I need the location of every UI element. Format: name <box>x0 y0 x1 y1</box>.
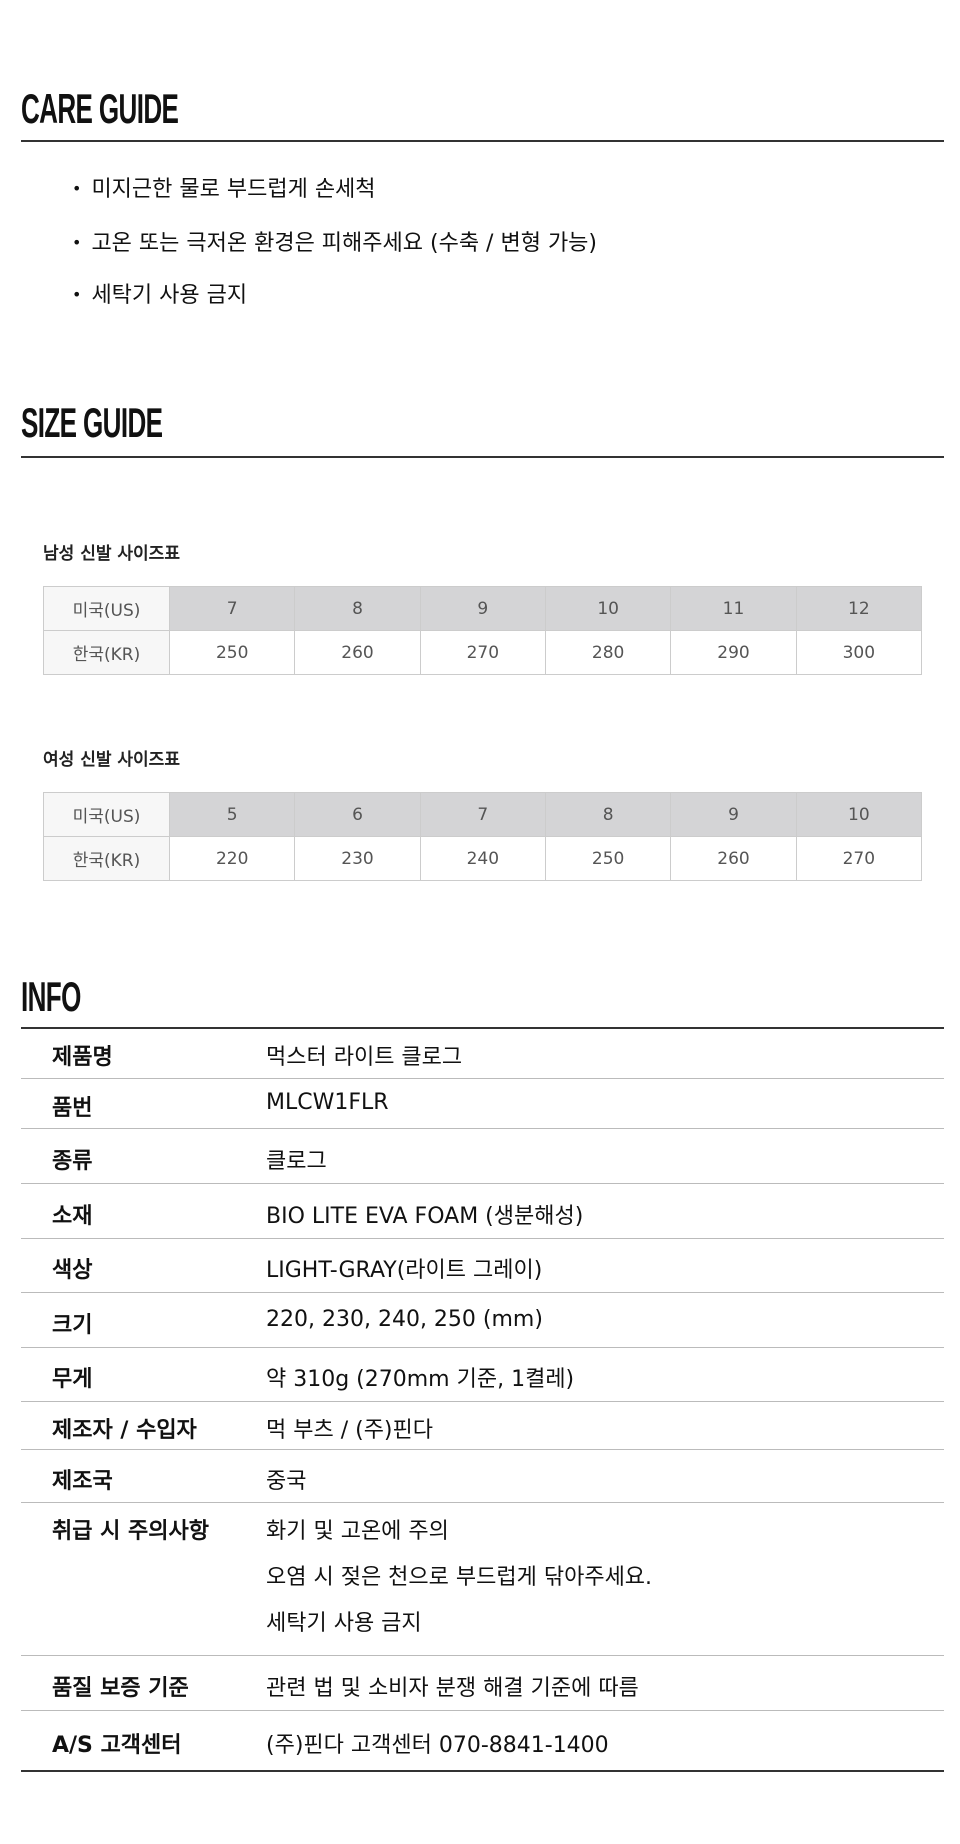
info-value-line: 220, 230, 240, 250 (mm) <box>266 1307 543 1332</box>
size-cell: 240 <box>419 836 546 881</box>
size-cell: 9 <box>670 792 797 837</box>
size-cell: 250 <box>544 836 672 881</box>
women-size-table: 미국(US) 5 6 7 8 9 10 한국(KR) 220 230 240 250 260 270 <box>43 792 923 881</box>
info-row: 종류 클로그 <box>21 1129 944 1184</box>
men-size-table: 미국(US) 7 8 9 10 11 12 한국(KR) 250 260 270 280 290 300 <box>43 586 923 675</box>
size-row-us: 미국(US) 5 6 7 8 9 10 <box>43 792 923 837</box>
info-value-line: 중국 <box>266 1469 307 1494</box>
info-row: A/S 고객센터 (주)핀다 고객센터 070-8841-1400 <box>21 1711 944 1770</box>
size-cell: 300 <box>795 630 923 675</box>
row-label: 한국(KR) <box>43 836 170 881</box>
info-value: LIGHT-GRAY(라이트 그레이) <box>266 1252 542 1298</box>
info-value-line: 오염 시 젖은 천으로 부드럽게 닦아주세요. <box>266 1565 653 1590</box>
info-value-line: 먹 부츠 / (주)핀다 <box>266 1418 433 1443</box>
info-row: 품번 MLCW1FLR <box>21 1079 944 1129</box>
info-label: 제조자 / 수입자 <box>52 1418 197 1443</box>
info-value-line: 약 310g (270mm 기준, 1켤레) <box>266 1367 575 1392</box>
size-cell: 290 <box>670 630 797 675</box>
size-cell: 6 <box>294 792 421 837</box>
info-title: INFO <box>21 973 81 1020</box>
info-value: 관련 법 및 소비자 분쟁 해결 기준에 따름 <box>266 1670 639 1716</box>
size-cell: 10 <box>544 586 672 631</box>
size-guide-title: SIZE GUIDE <box>21 399 163 446</box>
info-label: 무게 <box>52 1367 93 1392</box>
divider <box>21 1027 944 1029</box>
info-label: 품번 <box>52 1096 93 1121</box>
info-label: 취급 시 주의사항 <box>52 1519 209 1544</box>
care-item: 미지근한 물로 부드럽게 손세척 <box>72 174 375 205</box>
info-value-line: 관련 법 및 소비자 분쟁 해결 기준에 따름 <box>266 1676 639 1701</box>
size-cell: 7 <box>419 792 546 837</box>
info-label: 색상 <box>52 1258 93 1283</box>
info-value-line: 클로그 <box>266 1149 327 1174</box>
divider <box>21 140 944 142</box>
info-row: 무게 약 310g (270mm 기준, 1켤레) <box>21 1348 944 1402</box>
info-label: 소재 <box>52 1204 93 1229</box>
row-label: 한국(KR) <box>43 630 170 675</box>
size-cell: 11 <box>670 586 797 631</box>
info-label: A/S 고객센터 <box>52 1733 182 1758</box>
info-value: 먹스터 라이트 클로그 <box>266 1039 462 1085</box>
size-cell: 10 <box>795 792 923 837</box>
info-value-line: BIO LITE EVA FOAM (생분해성) <box>266 1204 584 1229</box>
info-value-line: 세탁기 사용 금지 <box>266 1611 422 1636</box>
info-value: 220, 230, 240, 250 (mm) <box>266 1307 543 1353</box>
info-row: 크기 220, 230, 240, 250 (mm) <box>21 1293 944 1348</box>
info-row: 제조국 중국 <box>21 1450 944 1503</box>
divider <box>21 456 944 458</box>
size-cell: 270 <box>419 630 546 675</box>
size-cell: 270 <box>795 836 923 881</box>
row-label: 미국(US) <box>43 586 170 631</box>
care-guide-title: CARE GUIDE <box>21 85 179 132</box>
info-value: 클로그 <box>266 1143 327 1189</box>
info-value: BIO LITE EVA FOAM (생분해성) <box>266 1198 583 1244</box>
size-cell: 7 <box>168 586 296 631</box>
info-row: 제조자 / 수입자 먹 부츠 / (주)핀다 <box>21 1402 944 1450</box>
info-value-line: 먹스터 라이트 클로그 <box>266 1045 463 1070</box>
size-row-kr: 한국(KR) 220 230 240 250 260 270 <box>43 836 923 881</box>
size-row-us: 미국(US) 7 8 9 10 11 12 <box>43 586 923 631</box>
size-cell: 230 <box>294 836 421 881</box>
info-label: 종류 <box>52 1149 93 1174</box>
care-item: 고온 또는 극저온 환경은 피해주세요 (수축 / 변형 가능) <box>72 228 597 259</box>
info-value-line: (주)핀다 고객센터 070-8841-1400 <box>266 1733 609 1758</box>
info-row: 소재 BIO LITE EVA FOAM (생분해성) <box>21 1184 944 1239</box>
size-cell: 250 <box>168 630 296 675</box>
size-row-kr: 한국(KR) 250 260 270 280 290 300 <box>43 630 923 675</box>
care-item: 세탁기 사용 금지 <box>72 280 247 311</box>
size-cell: 280 <box>544 630 672 675</box>
women-size-title: 여성 신발 사이즈표 <box>43 750 180 770</box>
size-cell: 8 <box>544 792 672 837</box>
info-value: 먹 부츠 / (주)핀다 <box>266 1412 433 1458</box>
info-value: 약 310g (270mm 기준, 1켤레) <box>266 1361 574 1407</box>
info-value-line: MLCW1FLR <box>266 1090 389 1115</box>
size-cell: 8 <box>294 586 421 631</box>
info-row: 제품명 먹스터 라이트 클로그 <box>21 1027 944 1079</box>
size-cell: 9 <box>419 586 546 631</box>
size-cell: 260 <box>670 836 797 881</box>
info-value: MLCW1FLR <box>266 1090 389 1136</box>
size-cell: 5 <box>168 792 296 837</box>
info-value: 중국 <box>266 1463 306 1509</box>
info-label: 제조국 <box>52 1469 113 1494</box>
size-cell: 12 <box>795 586 923 631</box>
info-label: 품질 보증 기준 <box>52 1676 189 1701</box>
divider <box>21 1770 944 1772</box>
row-label: 미국(US) <box>43 792 170 837</box>
info-label: 제품명 <box>52 1045 113 1070</box>
info-value-line: LIGHT-GRAY(라이트 그레이) <box>266 1258 543 1283</box>
info-row: 품질 보증 기준 관련 법 및 소비자 분쟁 해결 기준에 따름 <box>21 1656 944 1711</box>
size-cell: 220 <box>168 836 296 881</box>
size-cell: 260 <box>294 630 421 675</box>
men-size-title: 남성 신발 사이즈표 <box>43 544 180 564</box>
info-label: 크기 <box>52 1313 93 1338</box>
info-value: (주)핀다 고객센터 070-8841-1400 <box>266 1727 609 1773</box>
info-value-line: 화기 및 고온에 주의 <box>266 1519 449 1544</box>
info-row: 색상 LIGHT-GRAY(라이트 그레이) <box>21 1239 944 1293</box>
